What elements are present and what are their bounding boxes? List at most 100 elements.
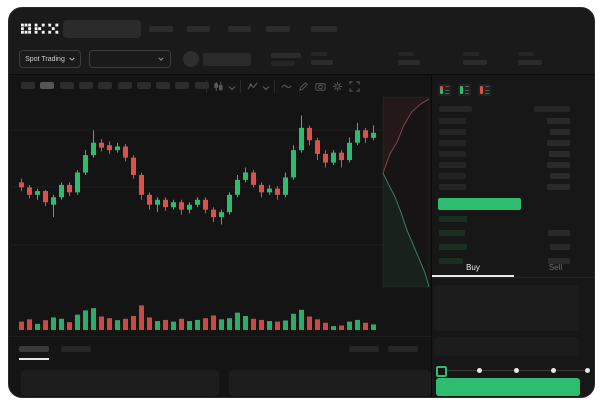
timeframe-button[interactable] (78, 82, 93, 89)
active-tab-underline (432, 275, 514, 277)
book-strip (440, 86, 443, 94)
pair-selector-dropdown[interactable] (89, 50, 171, 68)
price-bar-placeholder (439, 258, 463, 264)
size-bar-placeholder (550, 244, 570, 250)
bottom-tab[interactable] (61, 346, 91, 352)
panel-divider (9, 336, 431, 337)
slider-stop-75[interactable] (551, 368, 556, 373)
search-input[interactable] (63, 20, 141, 38)
timeframe-button[interactable] (59, 82, 74, 89)
bottom-action-placeholder[interactable] (349, 346, 379, 352)
size-bar-placeholder (550, 129, 570, 135)
draw-tool-icon[interactable] (298, 81, 309, 92)
change-placeholder (271, 61, 295, 66)
timeframe-button[interactable] (136, 82, 151, 89)
nav-item-placeholder[interactable] (228, 26, 251, 32)
nav-item-placeholder[interactable] (187, 26, 210, 32)
tab-sell[interactable]: Sell (514, 261, 594, 275)
size-bar-placeholder (549, 151, 570, 157)
slider-stop-100[interactable] (585, 368, 590, 373)
bottom-field[interactable] (229, 370, 431, 396)
size-bar-placeholder (548, 258, 570, 264)
chevron-down-icon[interactable] (262, 84, 270, 92)
ask-row[interactable] (439, 184, 570, 190)
orderbook-view-bids-icon[interactable] (458, 84, 471, 96)
orderbook-col-amount-placeholder (534, 106, 570, 112)
candlestick-chart[interactable] (9, 92, 433, 338)
market-type-label: Spot Trading (25, 55, 65, 63)
ask-row[interactable] (439, 151, 570, 157)
tab-buy[interactable]: Buy (432, 261, 514, 275)
ask-row[interactable] (439, 140, 570, 146)
price-bar-placeholder (439, 151, 466, 157)
okx-logo-glyph (21, 23, 59, 34)
app-window: Spot Trading (8, 7, 595, 398)
price-bar-placeholder (439, 118, 466, 124)
slider-stop-50[interactable] (514, 368, 519, 373)
nav-item-placeholder[interactable] (149, 26, 173, 32)
price-bar-placeholder (439, 230, 465, 236)
price-field[interactable] (434, 285, 579, 331)
bid-row[interactable] (439, 258, 570, 264)
timeframe-button[interactable] (21, 82, 35, 89)
bid-row[interactable] (439, 216, 570, 222)
orderbook-view-asks-icon[interactable] (478, 84, 491, 96)
price-bar-placeholder (439, 140, 466, 146)
bids-list (439, 216, 570, 264)
nav-item-placeholder[interactable] (266, 26, 290, 32)
settings-gear-icon[interactable] (332, 81, 343, 92)
price-bar-placeholder (439, 184, 466, 190)
line-tool-icon[interactable] (281, 81, 292, 92)
toolbar-divider (274, 80, 275, 93)
timeframe-button[interactable] (117, 82, 132, 89)
timeframe-button[interactable] (98, 82, 113, 89)
timeframe-button[interactable] (40, 82, 55, 89)
price-placeholder (271, 53, 301, 58)
orderbook-trade-panel: Buy Sell (431, 75, 594, 397)
price-bar-placeholder (439, 162, 466, 168)
orderbook-view-both-icon[interactable] (438, 84, 451, 96)
bid-row[interactable] (439, 244, 570, 250)
ask-row[interactable] (439, 118, 570, 124)
bottom-field[interactable] (21, 370, 219, 396)
fullscreen-icon[interactable] (349, 81, 360, 92)
ask-row[interactable] (439, 162, 570, 168)
amount-field[interactable] (434, 337, 579, 356)
asks-list (439, 118, 570, 190)
coin-avatar (183, 51, 199, 67)
bid-row[interactable] (439, 230, 570, 236)
slider-handle[interactable] (436, 366, 447, 377)
okx-logo[interactable] (21, 21, 59, 37)
timeframe-button[interactable] (194, 82, 209, 89)
price-bar-placeholder (439, 129, 466, 135)
timeframe-button[interactable] (156, 82, 171, 89)
book-strip (460, 86, 463, 94)
timeframe-button[interactable] (175, 82, 190, 89)
bottom-action-placeholder[interactable] (388, 346, 418, 352)
camera-icon[interactable] (315, 81, 326, 92)
ask-row[interactable] (439, 173, 570, 179)
toolbar-divider (206, 80, 207, 93)
bottom-tab-underline (19, 358, 49, 360)
orderbook-col-price-placeholder (439, 106, 472, 112)
size-bar-placeholder (547, 118, 570, 124)
chevron-down-icon[interactable] (228, 84, 236, 92)
tab-buy-label: Buy (466, 263, 480, 272)
market-type-dropdown[interactable]: Spot Trading (19, 50, 81, 68)
stat-label-placeholder (463, 52, 479, 56)
toolbar-divider (240, 80, 241, 93)
indicators-icon[interactable] (247, 81, 258, 92)
stat-value-placeholder (398, 60, 420, 65)
candle-style-icon[interactable] (213, 81, 224, 92)
book-strip (480, 86, 483, 94)
buy-submit-button[interactable] (436, 378, 580, 396)
chevron-down-icon (158, 57, 164, 61)
stat-label-placeholder (398, 52, 414, 56)
tab-sell-label: Sell (548, 263, 563, 272)
ask-row[interactable] (439, 129, 570, 135)
size-bar-placeholder (547, 162, 570, 168)
bottom-tab-active[interactable] (19, 346, 49, 352)
nav-item-placeholder[interactable] (311, 26, 337, 32)
stat-value-placeholder (463, 60, 487, 65)
slider-stop-25[interactable] (477, 368, 482, 373)
